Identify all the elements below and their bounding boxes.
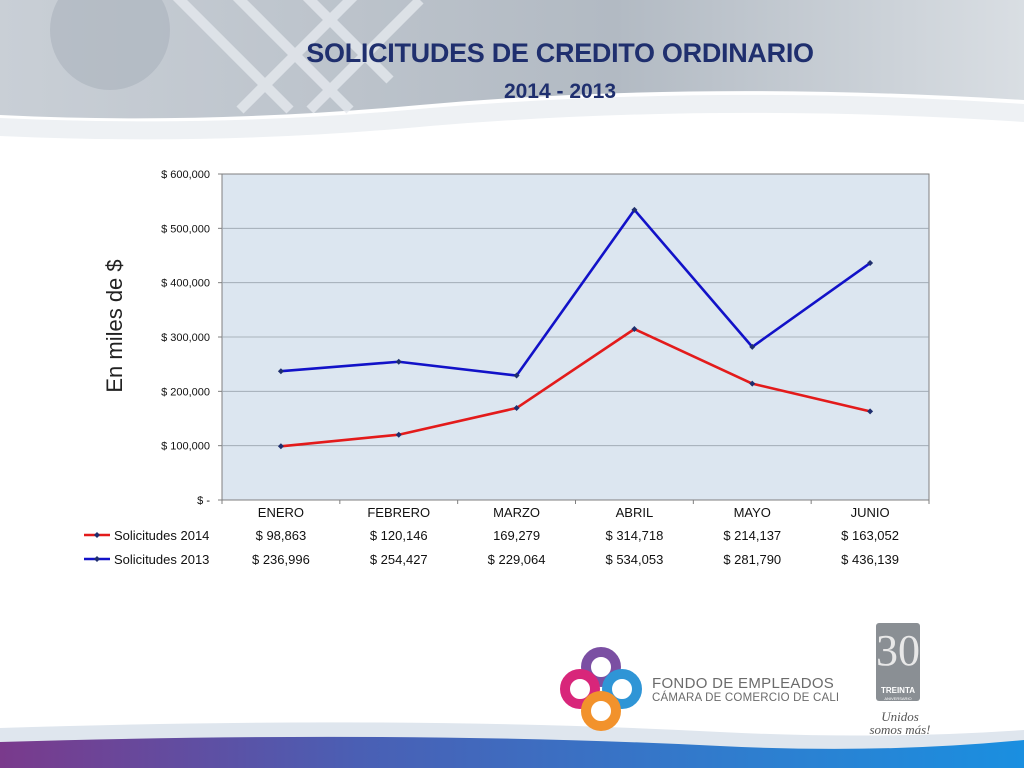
y-tick-label: $ 100,000 <box>161 441 210 453</box>
legend-series-name: Solicitudes 2014 <box>114 528 209 543</box>
logo-text-line1: FONDO DE EMPLEADOS <box>652 675 835 692</box>
legend-series-name: Solicitudes 2013 <box>114 552 209 567</box>
data-point <box>513 372 520 379</box>
data-table-value: $ 534,053 <box>605 552 663 567</box>
logo-text-line2: CÁMARA DE COMERCIO DE CALI <box>652 692 840 704</box>
data-table-value: $ 98,863 <box>256 528 307 543</box>
x-category-label: JUNIO <box>851 505 890 520</box>
data-point <box>631 326 638 333</box>
data-table-value: $ 436,139 <box>841 552 899 567</box>
y-tick-label: $ 400,000 <box>161 278 210 290</box>
data-point <box>513 405 520 412</box>
data-point <box>867 408 874 415</box>
data-table-value: $ 120,146 <box>370 528 428 543</box>
x-category-label: MAYO <box>734 505 771 520</box>
y-tick-label: $ 300,000 <box>161 332 210 344</box>
x-category-label: ABRIL <box>616 505 654 520</box>
page-title: SOLICITUDES DE CREDITO ORDINARIO <box>306 38 814 68</box>
y-tick-label: $ - <box>197 495 210 507</box>
data-point <box>631 206 638 213</box>
data-point <box>277 368 284 375</box>
data-point <box>395 358 402 365</box>
y-tick-label: $ 200,000 <box>161 386 210 398</box>
data-table-value: $ 214,137 <box>723 528 781 543</box>
top-wave-light <box>0 94 1024 140</box>
anniversary-badge <box>876 623 920 701</box>
series-line-1 <box>280 327 871 448</box>
data-table-value: $ 254,427 <box>370 552 428 567</box>
x-category-label: ENERO <box>258 505 304 520</box>
bottom-wave-band <box>0 736 1024 768</box>
legend-key-marker <box>94 532 100 538</box>
y-tick-label: $ 600,000 <box>161 169 210 181</box>
top-pattern <box>172 0 424 114</box>
slogan: Unidos somos más! <box>869 709 931 737</box>
data-table-value: 169,279 <box>493 528 540 543</box>
data-table-value: $ 314,718 <box>605 528 663 543</box>
y-tick-label: $ 500,000 <box>161 223 210 235</box>
data-point <box>277 443 284 450</box>
data-point <box>749 380 756 387</box>
page-subtitle: 2014 - 2013 <box>503 80 617 103</box>
x-category-label: MARZO <box>493 505 540 520</box>
data-table-value: $ 236,996 <box>252 552 310 567</box>
data-point <box>867 260 874 267</box>
series-line-2 <box>280 208 871 377</box>
anniversary-sublabel: ANIVERSARIO <box>884 696 912 701</box>
data-table-value: $ 229,064 <box>488 552 546 567</box>
top-decor-circle <box>50 0 170 90</box>
x-category-label: FEBRERO <box>367 505 430 520</box>
anniversary-number: 30 <box>876 626 920 675</box>
data-point <box>749 343 756 350</box>
data-point <box>395 431 402 438</box>
anniversary-label: TREINTA <box>880 686 916 695</box>
data-table-value: $ 163,052 <box>841 528 899 543</box>
data-table-value: $ 281,790 <box>723 552 781 567</box>
company-logo-icon <box>560 647 642 731</box>
legend-key-marker <box>94 556 100 562</box>
